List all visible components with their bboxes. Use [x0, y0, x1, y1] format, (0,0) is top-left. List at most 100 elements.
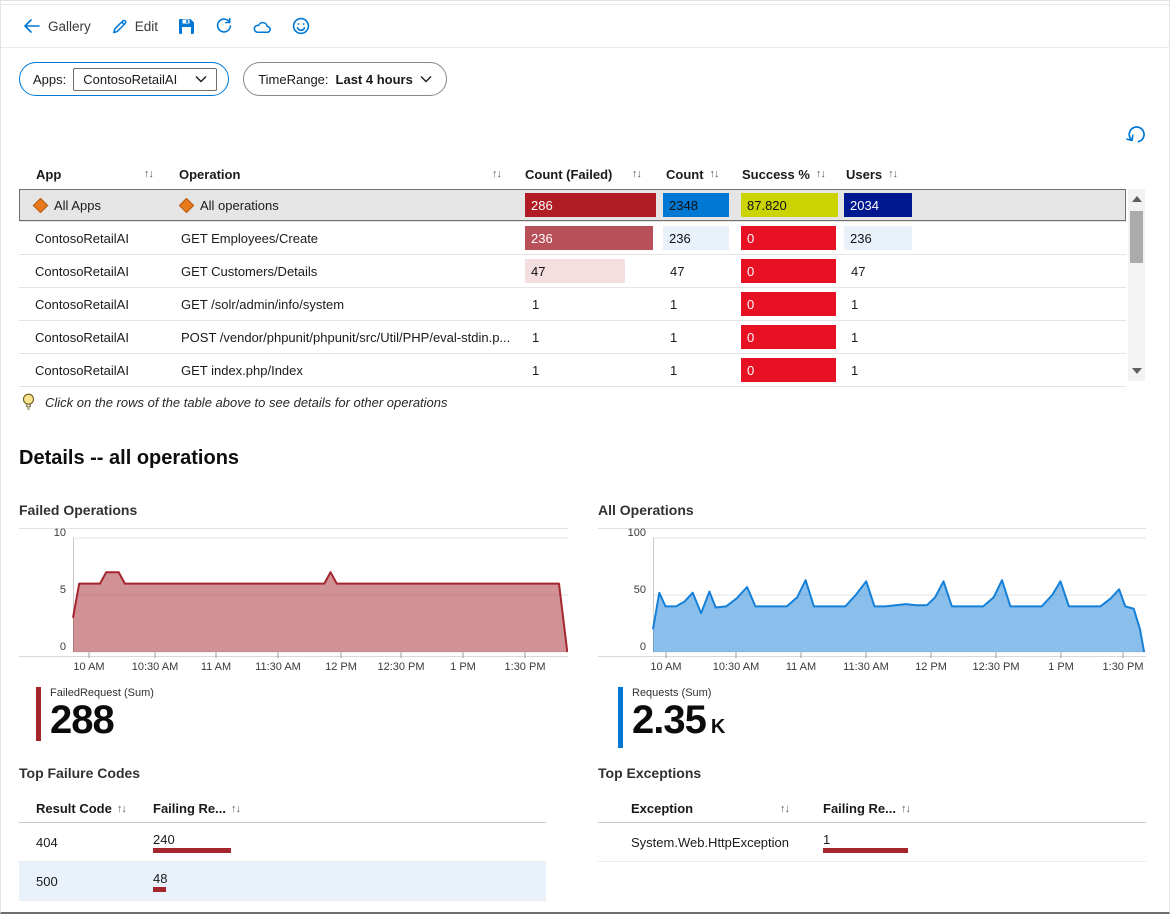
svg-text:50: 50: [634, 584, 646, 596]
sort-icon[interactable]: ↑↓: [492, 168, 502, 180]
heatmap-bar: 236: [525, 226, 653, 250]
refresh-button[interactable]: [215, 17, 233, 35]
sort-icon[interactable]: ↑↓: [780, 802, 790, 815]
timerange-filter-pill[interactable]: TimeRange: Last 4 hours: [243, 62, 447, 96]
svg-text:100: 100: [628, 528, 646, 539]
save-button[interactable]: [178, 18, 195, 35]
column-header-app[interactable]: App ↑↓: [36, 166, 154, 182]
back-arrow-icon: [24, 19, 40, 33]
chart-title: Failed Operations: [19, 502, 138, 518]
value-cell: 1: [823, 832, 1146, 853]
edit-button[interactable]: Edit: [111, 18, 158, 35]
value-cell: 0: [741, 358, 844, 382]
operation-cell: GET Customers/Details: [181, 263, 318, 279]
value-cell: 47: [851, 263, 866, 279]
svg-text:11:30 AM: 11:30 AM: [255, 661, 301, 673]
sort-icon[interactable]: ↑↓: [709, 168, 720, 180]
share-button[interactable]: [253, 18, 272, 35]
requests-stat: Requests (Sum) 2.35 K: [618, 687, 725, 748]
mini-table-row[interactable]: 404 240: [19, 823, 546, 862]
svg-text:5: 5: [60, 584, 66, 596]
scrollbar-thumb[interactable]: [1130, 211, 1143, 263]
table-scrollbar[interactable]: [1128, 189, 1145, 381]
column-header-count[interactable]: Count ↑↓: [666, 166, 720, 182]
mini-table-row[interactable]: 500 48: [19, 862, 546, 901]
value-cell: 1: [851, 329, 859, 345]
svg-text:1:30 PM: 1:30 PM: [1103, 661, 1144, 673]
mini-table-header: Exception ↑↓ Failing Re... ↑↓: [598, 795, 1146, 823]
table-row[interactable]: ContosoRetailAI GET Customers/Details 47 47…: [19, 255, 1126, 288]
sort-icon[interactable]: ↑↓: [888, 168, 898, 180]
svg-text:12 PM: 12 PM: [915, 661, 947, 673]
mini-table-header: Result Code ↑↓ Failing Re... ↑↓: [19, 795, 546, 823]
apps-dropdown[interactable]: ContosoRetailAI: [73, 67, 218, 91]
diamond-icon: [179, 197, 195, 213]
svg-text:11 AM: 11 AM: [786, 661, 816, 673]
sort-icon[interactable]: ↑↓: [116, 802, 127, 815]
column-header-count-failed[interactable]: Count (Failed) ↑↓: [525, 166, 642, 182]
svg-text:0: 0: [640, 641, 646, 653]
heatmap-bar: 0: [741, 259, 836, 283]
value-cell: 0: [741, 292, 844, 316]
failed-operations-plot: 0 5 10 10 AM 10:30 AM 11 AM 11:30 AM 12 PM 12:30…: [19, 528, 568, 673]
app-cell: All Apps: [54, 197, 101, 213]
value-cell: 1: [670, 296, 678, 312]
value-cell: 2348: [663, 193, 741, 217]
heatmap-bar: 2034: [844, 193, 912, 217]
column-header-result-code[interactable]: Result Code ↑↓: [36, 801, 127, 816]
svg-text:1:30 PM: 1:30 PM: [505, 661, 546, 673]
scroll-down-icon[interactable]: [1132, 368, 1142, 374]
heatmap-bar: 0: [741, 358, 836, 382]
svg-text:12:30 PM: 12:30 PM: [377, 661, 424, 673]
value-cell: 1: [670, 362, 678, 378]
table-body: All Apps All operations 286 2348 87.820 2034 C…: [19, 189, 1126, 387]
table-row[interactable]: All Apps All operations 286 2348 87.820 2034: [19, 189, 1126, 222]
value-cell: 1: [851, 296, 859, 312]
value-cell: 1: [851, 362, 859, 378]
table-row[interactable]: ContosoRetailAI GET index.php/Index 1 1 0 1: [19, 354, 1126, 387]
value-cell: 0: [741, 325, 844, 349]
sort-icon[interactable]: ↑↓: [815, 168, 826, 180]
sort-icon[interactable]: ↑↓: [632, 168, 642, 180]
column-header-operation[interactable]: Operation ↑↓: [179, 166, 502, 182]
value-cell: 1: [532, 296, 540, 312]
table-row[interactable]: ContosoRetailAI POST /vendor/phpunit/phpu…: [19, 321, 1126, 354]
sort-icon[interactable]: ↑↓: [144, 168, 154, 180]
hint-row: Click on the rows of the table above to …: [21, 393, 448, 411]
undo-icon: [1126, 126, 1145, 143]
back-gallery-button[interactable]: Gallery: [23, 18, 91, 34]
mini-table-body: 404 240 500 48: [19, 823, 546, 901]
apps-filter-label: Apps:: [33, 71, 67, 87]
value-cell: 0: [741, 259, 844, 283]
column-header-failing-requests[interactable]: Failing Re... ↑↓: [823, 801, 911, 816]
heatmap-bar: 236: [663, 226, 729, 250]
value-cell: 236: [663, 226, 741, 250]
timerange-label: TimeRange:: [258, 71, 329, 87]
mini-table-title: Top Exceptions: [598, 765, 702, 781]
toolbar: Gallery Edit: [1, 4, 1169, 48]
chevron-down-icon: [420, 75, 432, 83]
mini-table-row[interactable]: System.Web.HttpException 1: [598, 823, 1146, 862]
edit-label: Edit: [134, 18, 159, 34]
apps-filter-pill[interactable]: Apps: ContosoRetailAI: [19, 62, 230, 96]
column-header-users[interactable]: Users ↑↓: [846, 166, 898, 182]
value-cell: 47: [670, 263, 685, 279]
key-cell: System.Web.HttpException: [631, 834, 789, 850]
value-cell: 48: [153, 871, 546, 892]
table-row[interactable]: ContosoRetailAI GET /solr/admin/info/syst…: [19, 288, 1126, 321]
sort-icon[interactable]: ↑↓: [900, 802, 911, 815]
scroll-up-icon[interactable]: [1132, 196, 1142, 202]
value-cell: 87.820: [741, 193, 844, 217]
app-cell: ContosoRetailAI: [35, 263, 129, 279]
column-header-exception[interactable]: Exception ↑↓: [631, 801, 790, 816]
undo-button[interactable]: [1125, 123, 1147, 145]
table-row[interactable]: ContosoRetailAI GET Employees/Create 236 23…: [19, 222, 1126, 255]
feedback-button[interactable]: [292, 17, 310, 35]
column-header-success[interactable]: Success % ↑↓: [742, 166, 826, 182]
failed-operations-chart: Failed Operations 0 5 10 10 AM 10:30 AM 11 AM…: [19, 502, 568, 678]
column-header-failing-requests[interactable]: Failing Re... ↑↓: [153, 801, 241, 816]
value-cell: 1: [532, 362, 540, 378]
sort-icon[interactable]: ↑↓: [230, 802, 241, 815]
top-exceptions-widget: Top Exceptions Exception ↑↓ Failing Re...…: [598, 765, 1146, 862]
top-failure-codes-widget: Top Failure Codes Result Code ↑↓ Failing …: [19, 765, 546, 901]
